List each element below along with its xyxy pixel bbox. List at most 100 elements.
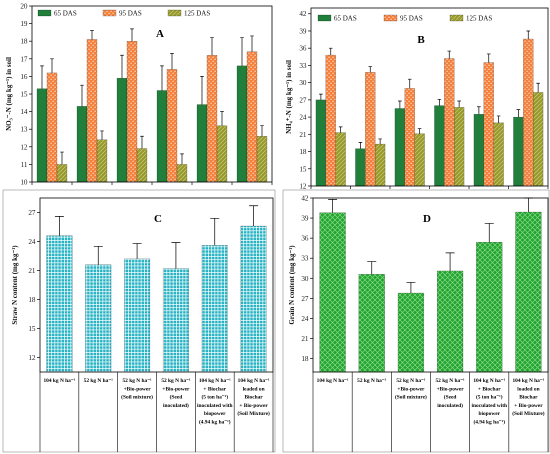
error-bar [523, 197, 533, 213]
bar-95-das [523, 38, 534, 187]
bar-65-das [394, 108, 406, 187]
bar-95-das [166, 69, 178, 183]
category-label: inoculated with [197, 403, 233, 409]
bar-125-das [136, 148, 148, 183]
category-label: (4.94 kg ha⁻¹) [473, 419, 505, 426]
plot-frame [31, 5, 273, 183]
y-tick-label: 13 [20, 126, 28, 134]
bar-125-das [176, 164, 188, 183]
bar-65-das [36, 88, 48, 183]
category-label: 104 kg N ha⁻¹ [43, 378, 75, 384]
bar-65-das [513, 116, 524, 187]
category-label: + Bio-power [514, 403, 543, 409]
bar-value [319, 212, 346, 373]
y-tick-label: 18 [20, 38, 28, 46]
error-bar [200, 76, 204, 105]
y-tick-label: 16 [20, 73, 28, 81]
bar-value [397, 292, 425, 373]
y-tick-label: 27 [301, 295, 309, 303]
error-bar [445, 252, 455, 271]
bar-125-das [374, 143, 386, 187]
y-axis-title: NO₃⁻-N (mg kg⁻¹) in soil [5, 57, 13, 131]
chart-area-border [2, 189, 276, 453]
error-bar [477, 106, 481, 115]
error-bar [93, 245, 103, 265]
bar-value [515, 211, 542, 373]
category-label: Biochar [244, 395, 263, 401]
category-label: +Bio-power [124, 386, 152, 392]
panel-letter: C [154, 213, 162, 225]
legend-item-95-das: 95 DAS [383, 14, 423, 23]
error-bar [398, 100, 402, 109]
panel-letter: B [417, 34, 425, 46]
bar-125-das [335, 132, 346, 187]
bar-95-das [404, 88, 415, 187]
error-bar [378, 138, 382, 145]
category-label: leaded on [243, 386, 265, 392]
bar-65-das [156, 90, 168, 183]
error-bar [367, 261, 377, 275]
bar-125-das [256, 136, 268, 183]
error-bar [328, 198, 338, 213]
y-tick-label: 17 [20, 55, 28, 63]
legend-label: 95 DAS [400, 15, 423, 23]
legend-swatch [449, 14, 464, 22]
category-label: (Soil Mixture) [237, 410, 270, 417]
y-tick-label: 21 [28, 267, 36, 275]
category-label: loaded on [517, 386, 539, 392]
category-label: (4.94 kg ha⁻¹) [199, 419, 231, 426]
error-bar [130, 28, 134, 42]
error-bar [406, 281, 416, 294]
bar-125-das [453, 107, 465, 187]
legend-label: 125 DAS [466, 15, 492, 23]
y-tick-label: 33 [299, 62, 307, 70]
y-tick-label: 15 [28, 325, 36, 333]
error-bar [210, 217, 220, 246]
y-tick-label: 11 [21, 161, 28, 169]
error-bar [40, 65, 44, 89]
category-label: (Seed [444, 394, 457, 401]
category-label: 52 kg N ha⁻¹ [161, 378, 191, 384]
y-tick-label: 30 [301, 275, 309, 283]
error-bar [54, 216, 64, 236]
bar-65-das [355, 148, 366, 187]
legend-label: 95 DAS [119, 10, 142, 18]
error-bar [240, 37, 244, 66]
bars [315, 30, 544, 187]
y-tick-label: 14 [20, 108, 28, 116]
error-bar [160, 65, 164, 91]
bar-value [358, 274, 385, 373]
category-label: + Biochar [478, 386, 501, 392]
panel-a: 10 11 12 13 14 15 16 17 18 19 20 NO₃⁻-N (mg kg⁻¹) i… [5, 3, 273, 187]
category-label: 52 kg N ha⁻¹ [396, 378, 426, 384]
chart-area-border [282, 189, 550, 453]
error-bar [60, 151, 64, 165]
bar-125-das [96, 139, 108, 183]
y-tick-label: 24 [301, 315, 309, 323]
bar-125-das [532, 92, 544, 187]
bar-65-das [76, 106, 88, 183]
y-tick-label: 18 [301, 355, 309, 363]
y-tick-label: 18 [28, 296, 36, 304]
error-bar [484, 223, 494, 243]
category-label: 52 kg N ha⁻¹ [357, 378, 387, 384]
category-label: (Soil Mixture) [512, 410, 545, 417]
legend-swatch [383, 14, 398, 22]
legend: 65 DAS 95 DAS 125 DAS [37, 10, 210, 18]
bar-65-das [434, 105, 445, 187]
bar-65-das [473, 114, 485, 187]
category-label: (5 ton ha⁻¹) [476, 394, 503, 401]
error-bar [210, 37, 214, 56]
y-tick-label: 39 [301, 215, 309, 223]
error-bar [260, 125, 264, 137]
error-bar [250, 35, 254, 52]
y-tick-label: 36 [299, 45, 307, 53]
error-bar [407, 78, 412, 89]
error-bar [140, 135, 144, 149]
error-bar [50, 58, 54, 73]
bar-65-das [315, 99, 327, 187]
bar-95-das [86, 39, 98, 183]
category-label: 104 kg N ha⁻¹ [512, 378, 544, 384]
category-label: + Biochar [203, 386, 226, 392]
y-tick-label: 30 [299, 79, 307, 87]
